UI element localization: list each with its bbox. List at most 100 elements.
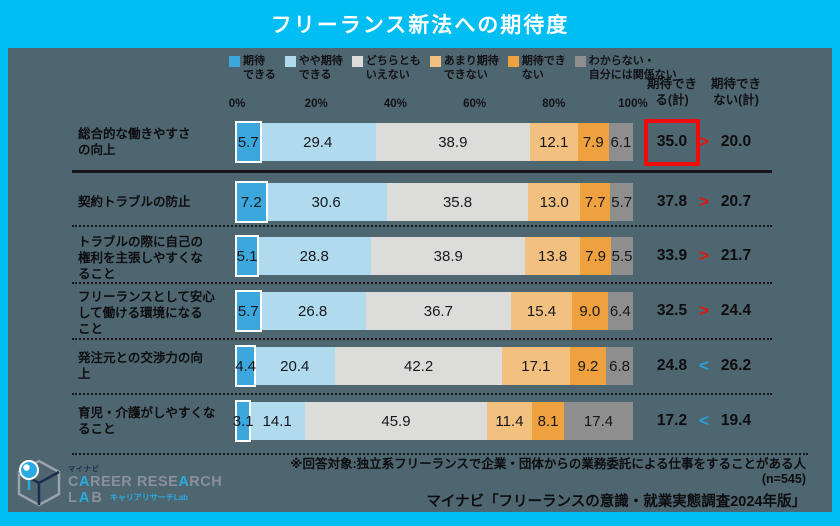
- segment-value: 7.9: [585, 247, 606, 265]
- comparison-sign: >: [699, 132, 709, 151]
- legend: 期待 できる やや期待 できる どちらとも いえない あまり期待 できない 期待でき な…: [229, 54, 677, 83]
- segment-value: 6.1: [610, 133, 632, 151]
- segment-value: 28.8: [299, 247, 329, 265]
- legend-swatch: [229, 56, 240, 67]
- logo-subtitle: キャリアリサーチLab: [109, 493, 189, 502]
- segment-value: 9.2: [577, 357, 599, 375]
- legend-swatch: [351, 56, 363, 67]
- bar-segment: 26.8: [259, 292, 366, 330]
- positive-total: 37.8: [656, 193, 688, 210]
- category-label: 育児・介護がしやすくな ること: [78, 406, 216, 436]
- logo-brand-small: マイナビ: [68, 465, 100, 473]
- negative-total: 19.4: [720, 412, 752, 429]
- bar-segment: 17.4: [564, 402, 633, 440]
- category-label: 総合的な働きやすさ の向上: [78, 127, 191, 157]
- row-separator: [72, 338, 772, 340]
- comparison-sign: <: [699, 356, 709, 375]
- stacked-bar: 7.2 30.6 35.8 13.0 7.7 5.7: [237, 183, 633, 221]
- x-axis-tick: 40%: [383, 98, 407, 110]
- category-label: トラブルの際に自己の 権利を主張しやすくな ること: [78, 235, 204, 281]
- category-label: 発注元との交渉力の向 上: [78, 351, 203, 381]
- segment-value: 17.4: [583, 412, 614, 430]
- x-axis-tick: 20%: [304, 98, 328, 110]
- legend-item: どちらとも いえない: [351, 54, 421, 83]
- category-label: 契約トラブルの防止: [78, 195, 191, 209]
- bar-segment: 6.8: [606, 347, 633, 385]
- highlight-box: [644, 119, 700, 166]
- negative-total: 24.4: [720, 302, 752, 319]
- chart-panel: 期待 できる やや期待 できる どちらとも いえない あまり期待 できない 期待でき な…: [8, 48, 832, 512]
- legend-swatch: [574, 56, 586, 67]
- segment-value: 11.4: [495, 412, 524, 430]
- bar-segment: 20.4: [254, 347, 336, 385]
- positive-total: 33.9: [656, 247, 688, 264]
- bar-segment: 28.8: [257, 237, 372, 275]
- segment-value: 17.1: [521, 357, 551, 375]
- row-separator: [72, 282, 772, 284]
- segment-value: 3.1: [232, 412, 254, 430]
- positive-total-header: 期待でき る(計): [646, 77, 697, 108]
- comparison-sign: >: [699, 246, 709, 265]
- segment-value: 8.1: [537, 412, 559, 430]
- bar-segment: 6.4: [607, 292, 633, 330]
- row-separator: [72, 393, 772, 395]
- stacked-bar: 3.1 14.1 45.9 11.4 8.1 17.4: [233, 402, 633, 440]
- bar-segment: 12.1: [529, 123, 578, 161]
- stacked-bar: 5.1 28.8 38.9 13.8 7.9 5.5: [237, 237, 633, 275]
- bar-segment: 5.1: [237, 237, 258, 275]
- negative-total: 20.0: [720, 133, 752, 150]
- segment-value: 38.9: [438, 133, 468, 151]
- chart-row: 総合的な働きやすさ の向上 5.7 29.4 38.9 12.1 7.9 6.1 35.0 >2…: [8, 119, 832, 169]
- bar-segment: 5.7: [610, 183, 633, 221]
- segment-value: 5.7: [237, 133, 259, 151]
- bar-segment: 9.2: [569, 347, 607, 385]
- bar-segment: 7.7: [579, 183, 611, 221]
- legend-swatch: [507, 56, 519, 67]
- bar-segment: 38.9: [371, 237, 526, 275]
- legend-label: 期待 できる: [243, 55, 276, 82]
- bar-segment: 7.9: [579, 237, 612, 275]
- legend-label: あまり期待 できない: [443, 55, 499, 82]
- positive-total: 17.2: [656, 412, 688, 429]
- positive-total: 35.0: [656, 133, 688, 150]
- bar-segment: 5.7: [237, 292, 260, 330]
- bar-segment: 6.1: [608, 123, 633, 161]
- footer-notes: ※回答対象:独立系フリーランスで企業・団体からの業務委託による仕事をすることがあ…: [290, 456, 806, 511]
- positive-total: 32.5: [656, 302, 688, 319]
- chart-row: 契約トラブルの防止 7.2 30.6 35.8 13.0 7.7 5.7 37.8 >20.7: [8, 183, 832, 229]
- bar-segment: 7.9: [577, 123, 609, 161]
- segment-value: 30.6: [311, 193, 341, 211]
- segment-value: 29.4: [303, 133, 333, 151]
- positive-total: 24.8: [656, 357, 688, 374]
- bar-segment: 35.8: [386, 183, 529, 221]
- segment-value: 7.2: [240, 193, 262, 211]
- segment-value: 36.7: [423, 302, 453, 320]
- legend-label: やや期待 できる: [298, 55, 343, 82]
- bar-segment: 13.8: [525, 237, 580, 275]
- bar-segment: 11.4: [486, 402, 532, 440]
- sample-size-note: (n=545): [761, 472, 806, 487]
- logo-lab: LAB: [68, 489, 104, 506]
- bar-segment: 42.2: [335, 347, 503, 385]
- legend-item: やや期待 できる: [284, 54, 343, 83]
- segment-value: 38.9: [433, 247, 463, 265]
- segment-value: 42.2: [404, 357, 434, 375]
- legend-swatch: [429, 56, 441, 67]
- chart-rows: 総合的な働きやすさ の向上 5.7 29.4 38.9 12.1 7.9 6.1 35.0 >2…: [8, 48, 832, 512]
- x-axis-tick: 60%: [463, 98, 487, 110]
- survey-source-note: マイナビ「フリーランスの意識・就業実態調査2024年版」: [426, 493, 806, 510]
- legend-item: 期待でき ない: [507, 54, 566, 83]
- mynavi-logo-mark-icon: [16, 457, 62, 512]
- segment-value: 13.0: [539, 193, 569, 211]
- segment-value: 26.8: [298, 302, 328, 320]
- bar-segment: 14.1: [249, 402, 306, 440]
- survey-target-note: ※回答対象:独立系フリーランスで企業・団体からの業務委託による仕事をすることがあ…: [290, 457, 806, 471]
- segment-value: 35.8: [442, 193, 473, 211]
- negative-total-header: 期待でき ない(計): [710, 77, 761, 108]
- legend-label: 期待でき ない: [521, 55, 566, 82]
- legend-label: わからない・ 自分には関係ない: [588, 55, 677, 82]
- bar-segment: 30.6: [265, 183, 387, 221]
- stacked-bar: 4.4 20.4 42.2 17.1 9.2 6.8: [235, 347, 633, 385]
- segment-value: 45.9: [381, 412, 411, 430]
